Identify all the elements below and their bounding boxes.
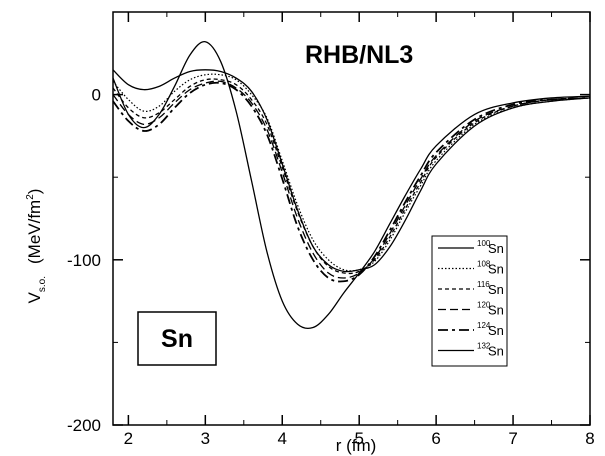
y-axis-label: Vs.o. (MeV/fm2): [25, 189, 48, 304]
legend-mass: 100: [477, 239, 491, 248]
y-tick-label: -100: [67, 251, 101, 270]
y-axis-label-units: (MeV/fm: [25, 200, 44, 264]
x-tick-label: 4: [278, 429, 287, 448]
legend-mass: 116: [477, 280, 490, 289]
series-line-sn124: [112, 81, 591, 283]
x-tick-label: 7: [508, 429, 517, 448]
panel-label: Sn: [161, 325, 193, 353]
y-axis-label-symbol: V: [25, 291, 44, 303]
legend-element: Sn: [488, 323, 504, 338]
legend-element: Sn: [488, 262, 504, 277]
panel-label-box: Sn: [137, 311, 217, 366]
legend-element: Sn: [488, 303, 504, 318]
y-axis-label-units-exp: 2: [25, 194, 36, 200]
series-line-sn100: [112, 69, 591, 273]
x-tick-label: 6: [431, 429, 440, 448]
series-layer: [112, 41, 591, 330]
y-axis-label-units-close: ): [25, 189, 44, 195]
y-tick-label: 0: [92, 86, 101, 105]
legend-mass: 120: [477, 301, 491, 310]
legend-element: Sn: [488, 241, 504, 256]
legend-mass: 108: [477, 260, 491, 269]
plot-frame: [112, 11, 591, 426]
y-tick-label: -200: [67, 416, 101, 435]
series-line-sn120: [112, 80, 591, 279]
legend-mass: 132: [477, 342, 491, 351]
x-tick-label: 3: [201, 429, 210, 448]
x-axis-label: r (fm): [336, 436, 377, 455]
legend-element: Sn: [488, 282, 504, 297]
axes: 2 3 4 5 6 7 8 0 -100 -200: [67, 12, 595, 448]
svg-text:Vs.o.(MeV/fm2): Vs.o. (MeV/fm2): [25, 189, 48, 304]
series-line-sn132: [112, 41, 591, 330]
legend-element: Sn: [488, 344, 504, 359]
y-axis-label-subscript: s.o.: [37, 276, 48, 292]
x-tick-label: 2: [124, 429, 133, 448]
x-tick-label: 5: [354, 429, 363, 448]
legend-box: [431, 235, 508, 367]
chart-title: RHB/NL3: [305, 41, 413, 69]
x-tick-label: 8: [585, 429, 594, 448]
legend-mass: 124: [477, 321, 491, 330]
